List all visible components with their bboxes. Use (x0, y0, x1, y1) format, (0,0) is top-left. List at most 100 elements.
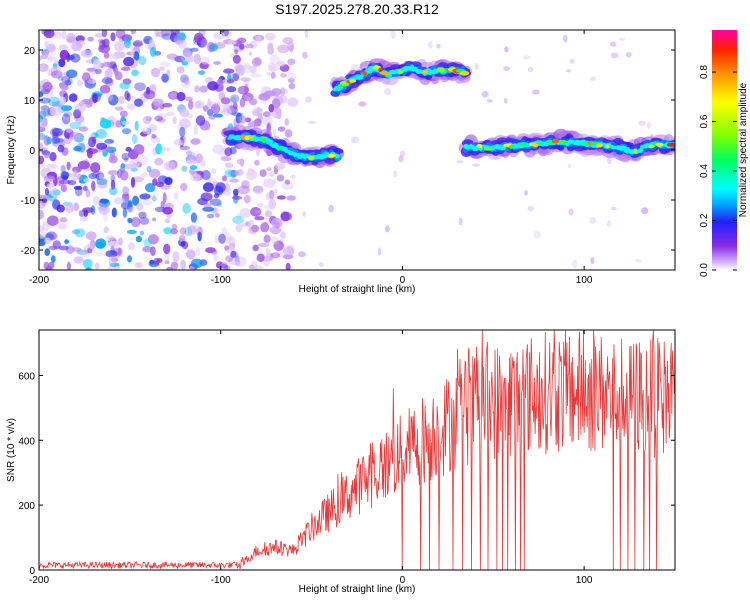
noise-blob (280, 211, 292, 221)
noise-blob (200, 159, 206, 167)
noise-blob (224, 169, 235, 178)
noise-blob (153, 257, 160, 266)
y-tick-label: 10 (24, 96, 36, 107)
noise-blob (213, 61, 222, 65)
spectrogram-x-label: Height of straight line (km) (299, 284, 416, 295)
noise-blob (569, 58, 575, 64)
noise-blob (177, 38, 187, 49)
noise-blob (195, 115, 206, 126)
noise-blob (226, 236, 236, 246)
noise-blob (61, 75, 71, 84)
noise-blob (527, 205, 534, 212)
noise-blob (166, 69, 171, 77)
noise-blob (122, 43, 133, 50)
noise-blob (269, 54, 281, 66)
noise-blob (503, 97, 508, 104)
noise-blob (257, 202, 264, 208)
noise-blob (239, 207, 252, 218)
noise-blob (50, 188, 61, 197)
noise-blob (75, 103, 87, 113)
noise-blob (132, 195, 140, 206)
noise-blob (59, 217, 68, 223)
noise-blob (156, 117, 166, 123)
noise-blob (108, 155, 118, 164)
noise-blob (194, 100, 205, 109)
noise-blob (155, 181, 164, 187)
noise-blob (46, 183, 55, 189)
noise-blob (254, 209, 262, 214)
noise-blob (273, 178, 278, 184)
snr-x-label: Height of straight line (km) (299, 584, 416, 595)
noise-blob (99, 119, 112, 129)
noise-blob (120, 163, 126, 169)
ridge-peak (595, 143, 603, 148)
noise-blob (82, 185, 88, 192)
noise-blob (134, 120, 139, 131)
noise-blob (99, 84, 111, 94)
noise-blob (271, 94, 279, 100)
noise-blob (107, 115, 116, 122)
noise-blob (76, 79, 83, 87)
noise-blob (618, 37, 625, 41)
noise-blob (238, 185, 250, 195)
noise-blob (213, 206, 217, 216)
noise-blob (39, 209, 44, 220)
noise-blob (162, 192, 167, 204)
noise-blob (186, 55, 194, 63)
noise-blob (224, 147, 233, 157)
noise-blob (152, 217, 157, 222)
noise-blob (83, 159, 90, 167)
noise-blob (350, 136, 359, 144)
noise-blob (504, 46, 509, 53)
noise-blob (148, 39, 155, 48)
noise-blob (197, 70, 206, 75)
noise-blob (179, 108, 190, 118)
noise-blob (194, 100, 201, 110)
noise-blob (162, 102, 173, 108)
noise-blob (94, 262, 100, 270)
noise-blob (130, 30, 137, 35)
noise-blob (205, 247, 216, 254)
noise-blob (122, 207, 128, 218)
noise-blob (132, 42, 143, 47)
noise-blob (328, 204, 334, 213)
noise-blob (44, 237, 51, 245)
noise-blob (127, 103, 135, 110)
noise-blob (252, 185, 264, 194)
noise-blob (120, 202, 129, 210)
noise-blob (527, 66, 534, 73)
noise-blob (90, 205, 96, 215)
noise-blob (132, 162, 140, 168)
noise-blob (51, 127, 63, 137)
noise-blob (160, 61, 171, 68)
noise-blob (172, 251, 180, 263)
noise-blob (88, 69, 99, 75)
noise-blob (503, 66, 511, 72)
noise-blob (248, 51, 253, 56)
noise-blob (287, 58, 296, 66)
noise-blob (207, 108, 214, 117)
noise-blob (176, 31, 186, 40)
noise-blob (232, 54, 241, 64)
x-tick-label: -100 (211, 275, 231, 286)
noise-blob (282, 181, 294, 190)
noise-blob (176, 66, 185, 74)
noise-blob (105, 91, 114, 102)
noise-blob (237, 85, 250, 95)
noise-blob (472, 163, 480, 167)
y-tick-label: -10 (21, 196, 36, 207)
noise-blob (256, 35, 262, 43)
noise-blob (105, 146, 117, 153)
noise-blob (73, 185, 83, 190)
noise-blob (285, 262, 291, 270)
spectrogram-y-ticks: -20 -10 0 10 20 (21, 46, 675, 257)
noise-blob (235, 223, 243, 233)
ridge-peak (379, 71, 390, 76)
noise-blob (224, 162, 234, 168)
noise-blob (39, 155, 45, 165)
noise-blob (101, 61, 108, 68)
noise-blob (164, 218, 171, 223)
ridge-peak (277, 147, 282, 151)
noise-blob (64, 239, 69, 245)
noise-blob (73, 202, 79, 211)
